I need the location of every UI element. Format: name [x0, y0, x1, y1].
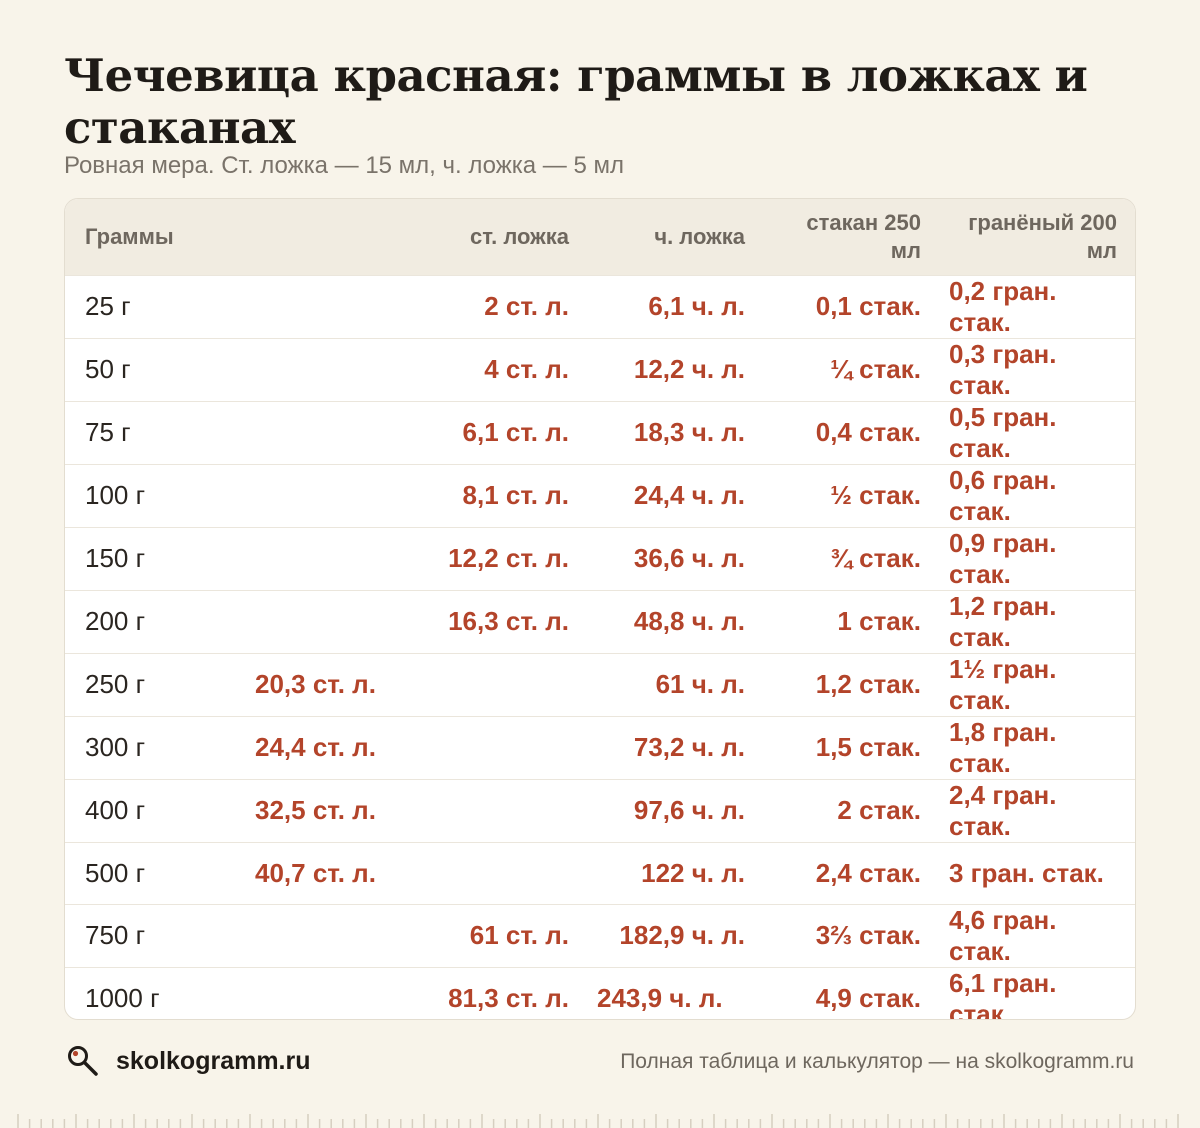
cell-cups-250: 1 стак. — [837, 606, 921, 636]
cell-grams: 1000 г — [85, 983, 160, 1013]
cell-grams: 50 г — [85, 354, 131, 384]
cell-teaspoons: 73,2 ч. л. — [633, 732, 745, 762]
cell-grams: 500 г — [85, 857, 146, 888]
footer-brand[interactable]: skolkogramm.ru — [66, 1044, 311, 1078]
cell-teaspoons: 6,1 ч. л. — [648, 291, 745, 321]
cell-faceted-glasses-200: 1½ гран. стак. — [949, 653, 1057, 715]
cell-cups-250: 4,9 стак. — [815, 983, 921, 1013]
cell-teaspoons: 243,9 ч. л. — [597, 983, 723, 1013]
cell-grams: 75 г — [85, 417, 131, 447]
cell-grams: 300 г — [85, 732, 146, 762]
cell-tablespoons: 24,4 ст. л. — [255, 732, 376, 762]
cell-faceted-glasses-200: 4,6 гран. стак. — [949, 904, 1057, 966]
table-row: 300 г 24,4 ст. л. 73,2 ч. л. 1,5 стак. 1,8 г… — [65, 716, 1135, 779]
table-row: 100 г 8,1 ст. л. 24,4 ч. л. ½ стак. 0,6 гран… — [65, 464, 1135, 527]
table-row: 150 г 12,2 ст. л. 36,6 ч. л. ¾ стак. 0,9 гра… — [65, 527, 1135, 590]
cell-tablespoons: 32,5 ст. л. — [255, 795, 376, 825]
cell-tablespoons: 20,3 ст. л. — [255, 669, 376, 699]
cell-grams: 25 г — [85, 291, 131, 321]
cell-tablespoons: 40,7 ст. л. — [255, 857, 376, 888]
cell-tablespoons: 6,1 ст. л. — [462, 417, 569, 447]
cell-cups-250: 1,2 стак. — [815, 669, 921, 699]
cell-faceted-glasses-200: 2,4 гран. стак. — [949, 779, 1057, 841]
cell-grams: 250 г — [85, 669, 146, 699]
cell-faceted-glasses-200: 0,2 гран. стак. — [949, 275, 1057, 337]
page-subtitle: Ровная мера. Ст. ложка — 15 мл, ч. ложка… — [64, 152, 624, 179]
cell-cups-250: 1,5 стак. — [815, 732, 921, 762]
cell-teaspoons: 182,9 ч. л. — [619, 920, 745, 950]
cell-cups-250: 2,4 стак. — [815, 857, 921, 888]
cell-cups-250: ½ стак. — [830, 480, 921, 510]
magnifier-icon — [66, 1044, 100, 1078]
cell-faceted-glasses-200: 0,9 гран. стак. — [949, 527, 1057, 589]
cell-faceted-glasses-200: 6,1 гран. стак. — [949, 967, 1057, 1020]
cell-grams: 750 г — [85, 920, 146, 950]
cell-faceted-glasses-200: 0,5 гран. стак. — [949, 401, 1057, 463]
ruler-decoration — [17, 1114, 1179, 1128]
cell-faceted-glasses-200: 0,3 гран. стак. — [949, 338, 1057, 400]
cell-teaspoons: 24,4 ч. л. — [633, 480, 745, 510]
cell-cups-250: ¾ стак. — [830, 543, 921, 573]
cell-teaspoons: 122 ч. л. — [641, 857, 745, 888]
conversion-table: Граммы ст. ложка ч. ложка стакан 250 мл … — [65, 199, 1135, 1020]
cell-teaspoons: 48,8 ч. л. — [633, 606, 745, 636]
cell-grams: 100 г — [85, 480, 146, 510]
brand-name[interactable]: skolkogramm.ru — [116, 1046, 311, 1075]
cell-tablespoons: 81,3 ст. л. — [448, 983, 569, 1013]
cell-teaspoons: 12,2 ч. л. — [633, 354, 745, 384]
table-header-row: Граммы ст. ложка ч. ложка стакан 250 мл … — [65, 199, 1135, 275]
table-row: 1000 г 81,3 ст. л. 243,9 ч. л. 4,9 стак. 6,1… — [65, 967, 1135, 1020]
cell-faceted-glasses-200: 0,6 гран. стак. — [949, 464, 1057, 526]
header-cup-250: стакан 250 мл — [806, 209, 921, 263]
cell-teaspoons: 61 ч. л. — [655, 669, 745, 699]
cell-tablespoons: 4 ст. л. — [484, 354, 569, 384]
page-title: Чечевица красная: граммы в ложках и стак… — [64, 49, 1088, 154]
cell-cups-250: 0,4 стак. — [815, 417, 921, 447]
cell-faceted-glasses-200: 1,8 гран. стак. — [949, 716, 1057, 778]
cell-grams: 150 г — [85, 543, 146, 573]
table-row: 500 г 40,7 ст. л. 122 ч. л. 2,4 стак. 3 гран… — [65, 842, 1135, 904]
header-tablespoon: ст. ложка — [470, 223, 569, 249]
table-row: 250 г 20,3 ст. л. 61 ч. л. 1,2 стак. 1½ гран… — [65, 653, 1135, 716]
table-row: 25 г 2 ст. л. 6,1 ч. л. 0,1 стак. 0,2 гран. … — [65, 275, 1135, 338]
cell-tablespoons: 16,3 ст. л. — [448, 606, 569, 636]
header-teaspoon: ч. ложка — [654, 223, 745, 249]
cell-teaspoons: 36,6 ч. л. — [633, 543, 745, 573]
conversion-table-card: Граммы ст. ложка ч. ложка стакан 250 мл … — [64, 198, 1136, 1020]
footer-note: Полная таблица и калькулятор — на skolko… — [620, 1050, 1134, 1073]
cell-faceted-glasses-200: 3 гран. стак. — [949, 857, 1104, 888]
cell-cups-250: 3⅔ стак. — [815, 920, 921, 950]
cell-tablespoons: 12,2 ст. л. — [448, 543, 569, 573]
cell-cups-250: 2 стак. — [837, 795, 921, 825]
table-row: 750 г 61 ст. л. 182,9 ч. л. 3⅔ стак. 4,6 гра… — [65, 904, 1135, 967]
header-faceted-glass-200: гранёный 200 мл — [968, 209, 1117, 263]
table-row: 200 г 16,3 ст. л. 48,8 ч. л. 1 стак. 1,2 гра… — [65, 590, 1135, 653]
cell-cups-250: ¼ стак. — [830, 354, 921, 384]
cell-cups-250: 0,1 стак. — [815, 291, 921, 321]
table-row: 75 г 6,1 ст. л. 18,3 ч. л. 0,4 стак. 0,5 гра… — [65, 401, 1135, 464]
header-grams: Граммы — [85, 223, 174, 249]
table-row: 400 г 32,5 ст. л. 97,6 ч. л. 2 стак. 2,4 гра… — [65, 779, 1135, 842]
cell-faceted-glasses-200: 1,2 гран. стак. — [949, 590, 1057, 652]
cell-tablespoons: 8,1 ст. л. — [462, 480, 569, 510]
cell-grams: 200 г — [85, 606, 146, 636]
cell-tablespoons: 2 ст. л. — [484, 291, 569, 321]
table-row: 50 г 4 ст. л. 12,2 ч. л. ¼ стак. 0,3 гран. с… — [65, 338, 1135, 401]
cell-teaspoons: 97,6 ч. л. — [633, 795, 745, 825]
cell-grams: 400 г — [85, 795, 146, 825]
cell-tablespoons: 61 ст. л. — [469, 920, 569, 950]
cell-teaspoons: 18,3 ч. л. — [633, 417, 745, 447]
